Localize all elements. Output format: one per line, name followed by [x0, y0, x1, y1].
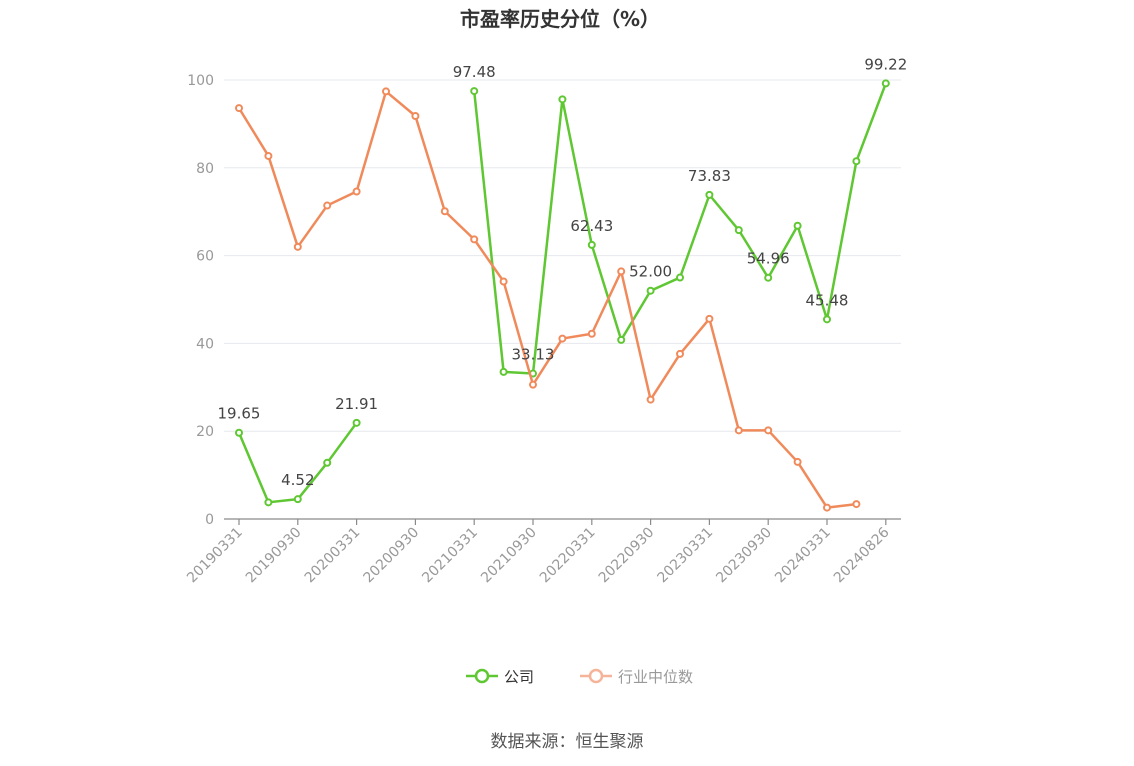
data-source-note: 数据来源：恒生聚源 [491, 732, 644, 752]
x-tick-label: 20220930 [596, 525, 658, 587]
grid [224, 79, 901, 432]
data-label: 97.48 [453, 63, 496, 81]
data-point[interactable] [470, 87, 479, 96]
data-point[interactable] [235, 428, 243, 437]
chart-title: 市盈率历史分位（%） [460, 7, 660, 31]
data-point[interactable] [852, 500, 861, 509]
data-point[interactable] [764, 273, 773, 282]
data-point[interactable] [411, 111, 420, 120]
data-point[interactable] [793, 221, 802, 230]
legend-item-0[interactable]: 公司 [466, 668, 534, 686]
legend-marker-icon [588, 668, 604, 684]
data-point[interactable] [823, 315, 831, 324]
legend-marker-icon [474, 668, 490, 684]
x-tick-label: 20200930 [361, 525, 423, 587]
data-point[interactable] [558, 334, 567, 343]
data-point[interactable] [352, 418, 361, 427]
series-line [237, 90, 857, 509]
series-line [472, 82, 887, 375]
data-point[interactable] [734, 426, 743, 435]
y-tick-label: 60 [196, 249, 214, 265]
data-point[interactable] [293, 242, 302, 251]
y-tick-label: 100 [187, 73, 214, 89]
x-tick-label: 20230930 [713, 525, 775, 587]
data-point[interactable] [352, 187, 361, 196]
x-tick-label: 20230331 [655, 525, 717, 587]
data-point[interactable] [470, 235, 479, 244]
data-labels: 19.65 4.52 21.91 97.48 33.13 62.43 52.00 73.83 5… [218, 55, 908, 489]
data-label: 19.65 [218, 405, 261, 423]
data-point[interactable] [705, 314, 714, 323]
x-tick-label: 20220331 [537, 525, 599, 587]
data-label: 4.52 [281, 471, 314, 489]
x-tick-label: 20240331 [772, 525, 834, 587]
data-point[interactable] [823, 503, 831, 512]
series [235, 79, 890, 512]
y-tick-label: 20 [196, 424, 214, 440]
data-point[interactable] [264, 151, 273, 160]
data-point[interactable] [293, 495, 302, 504]
data-point[interactable] [558, 95, 567, 104]
data-label: 52.00 [629, 263, 672, 281]
legend-item-1[interactable]: 行业中位数 [580, 668, 693, 686]
data-point[interactable] [235, 104, 243, 113]
series-0 [235, 79, 890, 507]
data-point[interactable] [676, 349, 684, 358]
data-label: 33.13 [512, 346, 555, 364]
x-tick-label: 20200331 [302, 525, 364, 587]
data-point[interactable] [646, 395, 655, 404]
series-line [237, 422, 358, 504]
data-label: 54.96 [747, 250, 790, 268]
y-tick-label: 0 [205, 512, 214, 528]
data-point[interactable] [323, 458, 332, 467]
data-label: 21.91 [335, 395, 378, 413]
data-label: 45.48 [806, 291, 849, 309]
data-point[interactable] [793, 457, 802, 466]
data-point[interactable] [852, 157, 861, 166]
series-1 [235, 87, 861, 512]
data-point[interactable] [764, 426, 773, 435]
data-point[interactable] [617, 267, 626, 276]
x-tick-label: 20190930 [243, 525, 305, 587]
legend-label: 行业中位数 [618, 668, 693, 686]
data-point[interactable] [646, 286, 655, 295]
data-point[interactable] [499, 367, 508, 376]
data-point[interactable] [705, 190, 714, 199]
x-tick-label: 20240826 [831, 524, 893, 586]
x-tick-label: 20210331 [419, 525, 481, 587]
data-point[interactable] [734, 226, 743, 235]
data-point[interactable] [264, 498, 273, 507]
data-point[interactable] [587, 329, 596, 338]
data-point[interactable] [440, 207, 449, 216]
data-point[interactable] [617, 335, 626, 344]
data-label: 73.83 [688, 167, 731, 185]
data-point[interactable] [529, 380, 537, 389]
axes: 0 20 40 60 80 100 2019033120190930202003312020… [184, 73, 901, 586]
data-point[interactable] [499, 277, 508, 286]
data-point[interactable] [382, 87, 390, 96]
y-tick-label: 40 [196, 336, 214, 352]
legend-label: 公司 [504, 668, 534, 686]
x-tick-label: 20210930 [478, 525, 540, 587]
data-point[interactable] [676, 273, 684, 282]
y-tick-label: 80 [196, 161, 214, 177]
data-label: 62.43 [570, 217, 613, 235]
x-tick-label: 20190331 [184, 525, 246, 587]
data-point[interactable] [881, 79, 890, 88]
data-point[interactable] [587, 240, 596, 249]
legend[interactable]: 公司 行业中位数 [466, 668, 693, 686]
data-point[interactable] [323, 201, 332, 210]
data-label: 99.22 [864, 55, 907, 73]
